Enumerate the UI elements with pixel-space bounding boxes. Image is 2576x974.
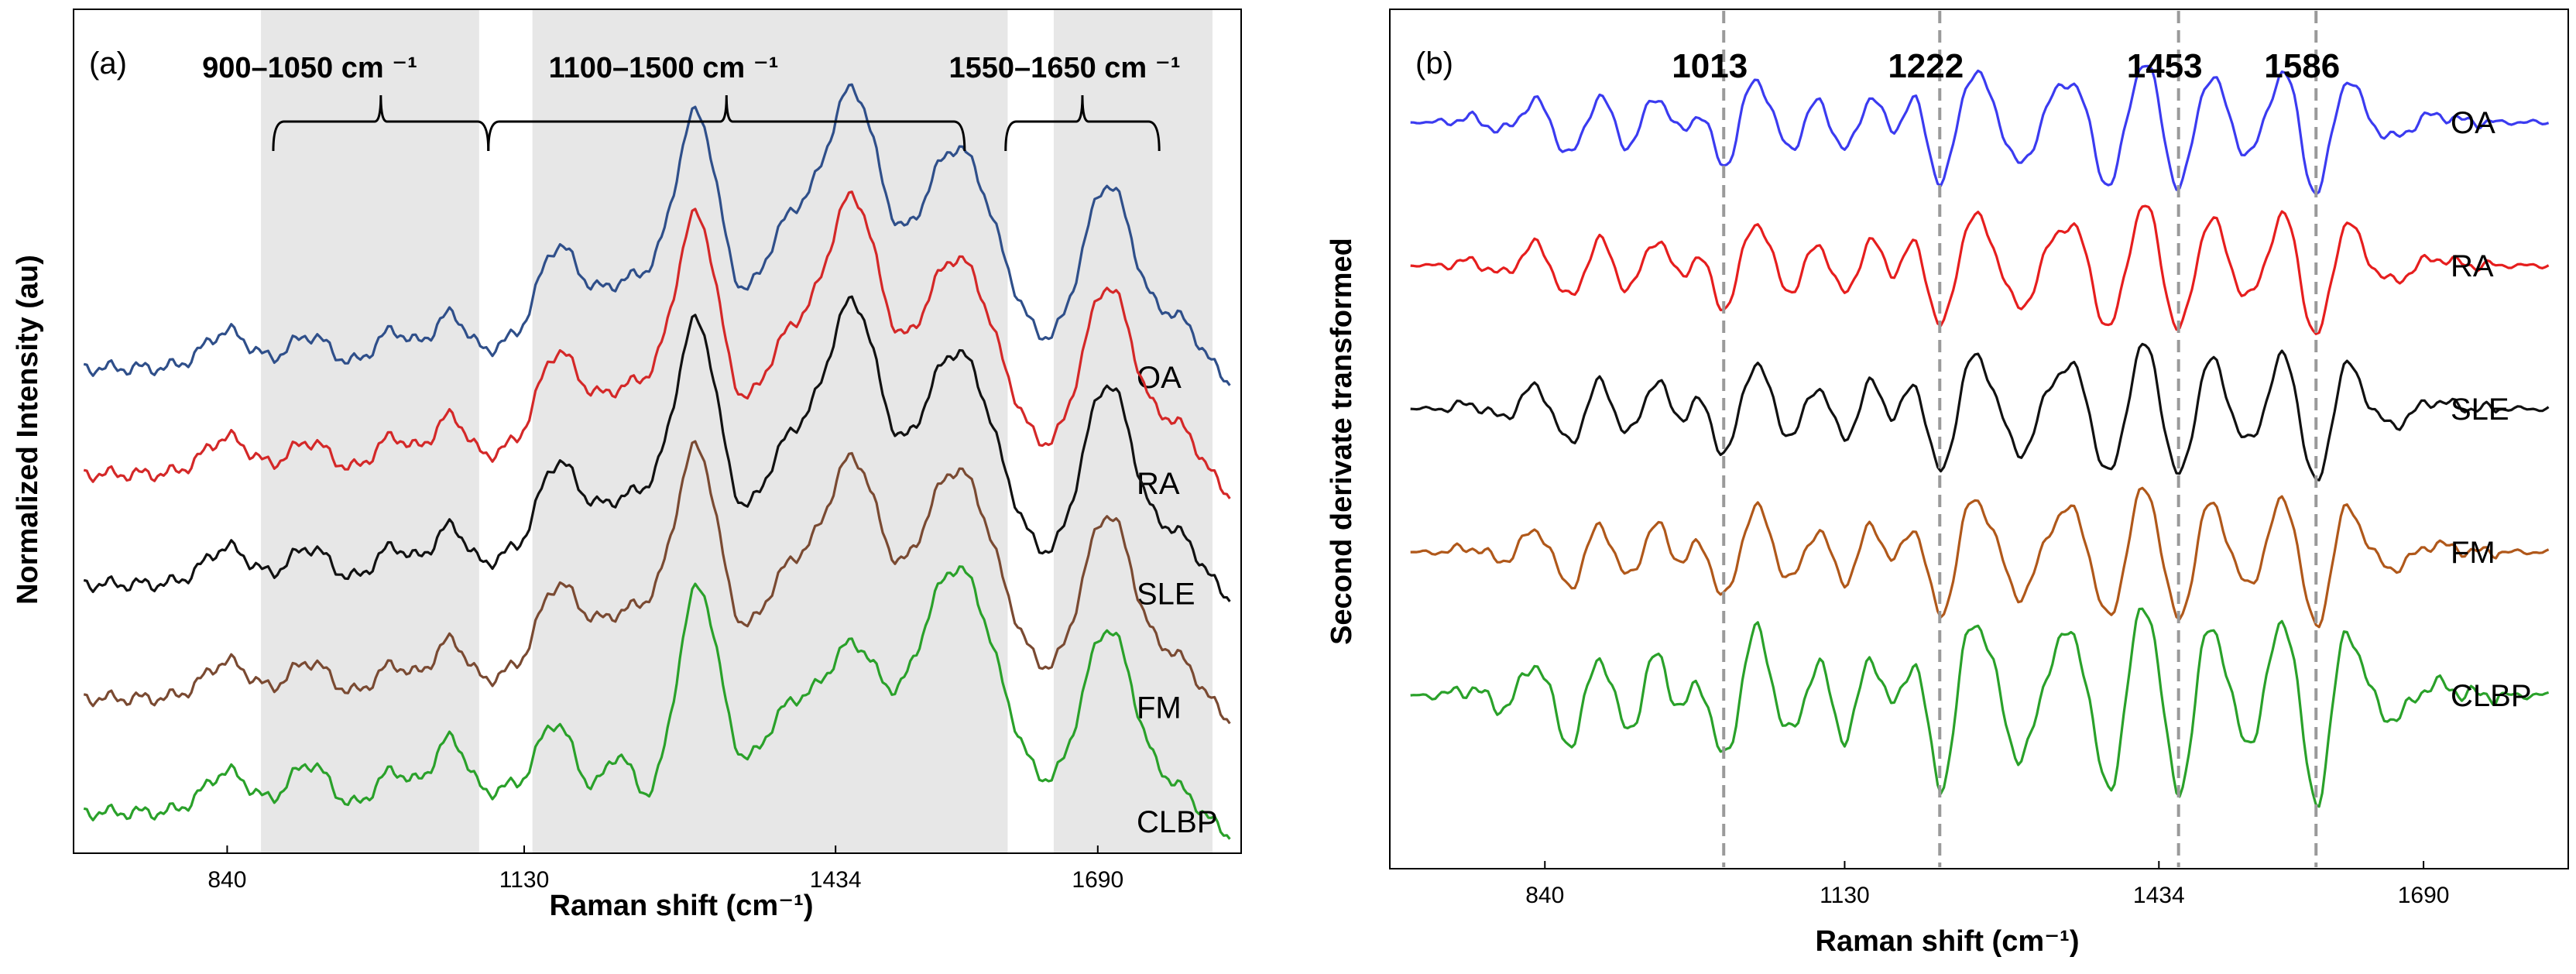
series-label-sle: SLE [1137, 577, 1195, 611]
series-line-ra [83, 190, 1231, 499]
panel-a: OA RA SLE FM CLBP 840 1130 1434 1690 (a) 900–1050 … [12, 9, 1242, 922]
band-label: 1550–1650 cm ⁻¹ [949, 52, 1181, 84]
band-label: 1100–1500 cm ⁻¹ [549, 52, 779, 84]
peak-label: 1586 [2264, 47, 2340, 85]
series-label-sle: SLE [2451, 393, 2509, 427]
y-axis-title: Second derivate transformed [1326, 238, 1358, 645]
x-axis-title: Raman shift (cm⁻¹) [1816, 925, 2080, 958]
x-tick-label: 1690 [2398, 883, 2450, 908]
band-label: 900–1050 cm ⁻¹ [202, 52, 417, 84]
peak-label: 1013 [1672, 47, 1748, 85]
series-label-oa: OA [1137, 361, 1182, 395]
series-line-sle [1410, 342, 2550, 482]
series-line-sle [83, 295, 1231, 602]
series-label-clbp: CLBP [2451, 679, 2532, 713]
series-line-ra [1410, 204, 2550, 335]
panel-b: OA RA SLE FM CLBP 1013 1222 1453 1586 840 1130 1434… [1326, 9, 2569, 958]
series-label-fm: FM [1137, 691, 1182, 725]
peak-label: 1453 [2127, 47, 2203, 85]
band-brace [272, 94, 490, 152]
shaded-region [261, 9, 479, 853]
band-brace [487, 94, 966, 152]
y-axis-title: Normalized Intensity (au) [12, 255, 44, 605]
series-line-fm [83, 440, 1231, 725]
series-line-fm [1410, 486, 2550, 629]
panel-label: (a) [89, 46, 127, 81]
x-axis-title: Raman shift (cm⁻¹) [550, 890, 814, 922]
plot-frame [73, 9, 1242, 854]
series-line-clbp [83, 565, 1231, 840]
x-tick-label: 1434 [2133, 883, 2185, 908]
series-label-clbp: CLBP [1137, 805, 1218, 839]
series-label-ra: RA [2451, 249, 2494, 283]
x-tick-label: 1434 [810, 867, 862, 893]
series-line-oa [1410, 64, 2550, 196]
series-label-fm: FM [2451, 536, 2495, 570]
series-label-ra: RA [1137, 467, 1180, 501]
series-line-oa [83, 83, 1231, 386]
panel-label: (b) [1415, 46, 1453, 81]
x-tick-label: 840 [208, 867, 246, 893]
plot-frame [1389, 9, 2569, 869]
x-tick-label: 1690 [1072, 867, 1123, 893]
band-brace [1004, 94, 1161, 152]
series-line-clbp [1410, 607, 2550, 808]
x-tick-label: 1130 [1820, 883, 1870, 908]
shaded-region [532, 9, 1008, 853]
series-label-oa: OA [2451, 106, 2495, 140]
peak-label: 1222 [1888, 47, 1964, 85]
x-tick-label: 1130 [499, 867, 550, 893]
x-tick-label: 840 [1525, 883, 1564, 908]
